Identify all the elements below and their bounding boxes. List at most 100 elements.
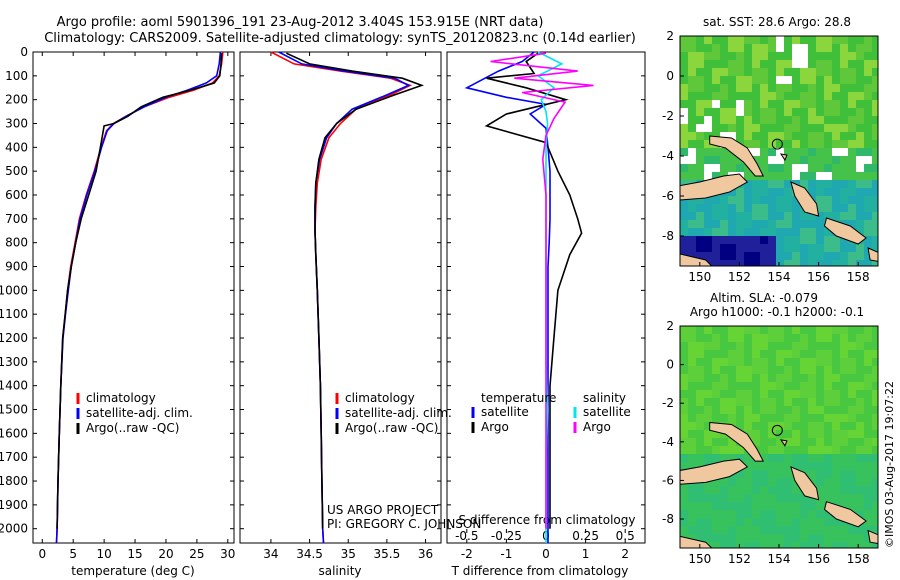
sst_map-lon-label: 152	[728, 270, 751, 284]
sla_map-lat-label: 0	[666, 358, 674, 372]
pressure-tick-label: 200	[5, 93, 28, 107]
pressure-tick-label: 800	[5, 236, 28, 250]
sla_map-land	[709, 421, 765, 462]
sla_map-lon-label: 154	[768, 552, 791, 566]
pressure-tick-label: 1900	[0, 498, 28, 512]
temperature-legend-label: satellite-adj. clim.	[86, 406, 193, 420]
salinity-xtick-label: 35.5	[374, 547, 401, 561]
sst_map-lat-label: -6	[662, 189, 674, 203]
temperature-series-0	[55, 51, 224, 544]
sst_map: 150 152 154 156 158 -8 -6 -4 -2 0 2	[662, 29, 879, 284]
sla_map-lat-label: -8	[662, 512, 674, 526]
sla_map-lon-label: 156	[807, 552, 830, 566]
sla_map-land	[790, 466, 820, 501]
sst_map-lon-label: 150	[688, 270, 711, 284]
pressure-tick-label: 900	[5, 260, 28, 274]
salinity-frame	[239, 51, 442, 544]
difference-t-tick-label: -2	[461, 547, 473, 561]
temperature-legend-label: climatology	[86, 391, 156, 405]
pressure-tick-label: 100	[5, 69, 28, 83]
difference-legend-label: Argo	[481, 420, 509, 434]
header-line-2: Climatology: CARS2009. Satellite-adjuste…	[44, 31, 636, 46]
sst_map-land	[790, 181, 820, 217]
sla_map-lat-label: -4	[662, 435, 674, 449]
salinity-series-2	[286, 52, 425, 529]
temperature-xtick-label: 25	[189, 547, 204, 561]
sla_map-lat-label: -6	[662, 473, 674, 487]
sla_map-field	[680, 326, 878, 548]
sst_map-lat-label: 2	[666, 29, 674, 43]
difference-t-tick-label: 0	[542, 547, 550, 561]
sst_map-lat-label: 0	[666, 69, 674, 83]
sst_map-land	[680, 173, 749, 201]
difference-s-tick-label: -0.5	[455, 529, 478, 543]
credit-project: US ARGO PROJECT	[327, 503, 439, 517]
sla_map-lon-label: 152	[728, 552, 751, 566]
sla_map-land	[779, 439, 788, 447]
temperature-xtick-label: 20	[158, 547, 173, 561]
pressure-tick-label: 2000	[0, 522, 28, 536]
sla_map-profile-marker	[771, 424, 783, 436]
pressure-tick-label: 1100	[0, 307, 28, 321]
sla-map-title: Altim. SLA: -0.079	[710, 291, 818, 305]
salinity-xtick-label: 34.5	[296, 547, 323, 561]
difference-s-tick-label: 0.5	[616, 529, 635, 543]
pressure-tick-label: 700	[5, 212, 28, 226]
difference-legend-label: satellite	[583, 405, 631, 419]
sla-map-subtitle: Argo h1000: -0.1 h2000: -0.1	[690, 305, 864, 319]
pressure-tick-label: 400	[5, 140, 28, 154]
sst_map-lon-label: 158	[847, 270, 870, 284]
salinity-series-0	[270, 51, 413, 544]
temperature-xtick-label: 30	[220, 547, 235, 561]
sla_map-land	[680, 535, 713, 548]
salinity-xtick-label: 35	[341, 547, 356, 561]
sla_map-land	[867, 529, 878, 544]
sst_map-lat-label: -8	[662, 229, 674, 243]
sst-map-title: sat. SST: 28.6 Argo: 28.8	[703, 15, 851, 29]
salinity-xtick-label: 36	[418, 547, 433, 561]
sst_map-land	[867, 247, 878, 262]
salinity-legend-label: Argo(..raw -QC)	[345, 421, 438, 435]
temperature-series-1	[55, 51, 222, 544]
sla_map-lon-label: 158	[847, 552, 870, 566]
difference-s-label: S difference from climatology	[459, 513, 636, 527]
pressure-tick-label: 1500	[0, 403, 28, 417]
sla_map-lat-label: -2	[662, 396, 674, 410]
temperature-frame	[32, 51, 235, 544]
sla_map-lon-label: 150	[688, 552, 711, 566]
pressure-tick-label: 1700	[0, 450, 28, 464]
sst_map-lat-label: -4	[662, 149, 674, 163]
pressure-tick-label: 1600	[0, 426, 28, 440]
salinity-series-1	[278, 51, 411, 544]
sst_map-land	[779, 153, 788, 162]
pressure-tick-label: 0	[20, 45, 28, 59]
pressure-tick-label: 1000	[0, 283, 28, 297]
difference-series-0	[464, 51, 551, 543]
difference-legend-title: temperature	[481, 391, 556, 405]
sla_map-lat-label: 2	[666, 319, 674, 333]
difference-series-3	[490, 52, 594, 529]
imos-stamp: ©IMOS 03-Aug-2017 19:07:22	[883, 381, 896, 548]
sst_map-lon-label: 156	[807, 270, 830, 284]
sst_map-field	[680, 36, 878, 266]
header-line-1: Argo profile: aoml 5901396_191 23-Aug-20…	[57, 15, 544, 30]
difference-series-1	[484, 52, 583, 529]
difference-s-tick-label: -0.25	[491, 529, 522, 543]
pressure-tick-label: 300	[5, 117, 28, 131]
pressure-tick-label: 1300	[0, 355, 28, 369]
temperature-series-2	[56, 53, 223, 529]
sla_map: 150 152 154 156 158 -8 -6 -4 -2 0 2	[662, 319, 879, 566]
sst_map-land	[709, 135, 765, 177]
temperature-xtick-label: 0	[38, 547, 46, 561]
sst_map-profile-marker	[771, 138, 783, 150]
temperature-xtick-label: 5	[69, 547, 77, 561]
temperature-xlabel: temperature (deg C)	[71, 564, 194, 578]
salinity-xlabel: salinity	[318, 564, 361, 578]
temperature-xtick-label: 15	[127, 547, 142, 561]
difference-t-tick-label: 2	[621, 547, 629, 561]
difference-t-label: T difference from climatology	[451, 564, 629, 578]
difference-s-tick-label: 0.25	[572, 529, 599, 543]
difference-t-tick-label: -1	[500, 547, 512, 561]
pressure-tick-label: 1200	[0, 331, 28, 345]
